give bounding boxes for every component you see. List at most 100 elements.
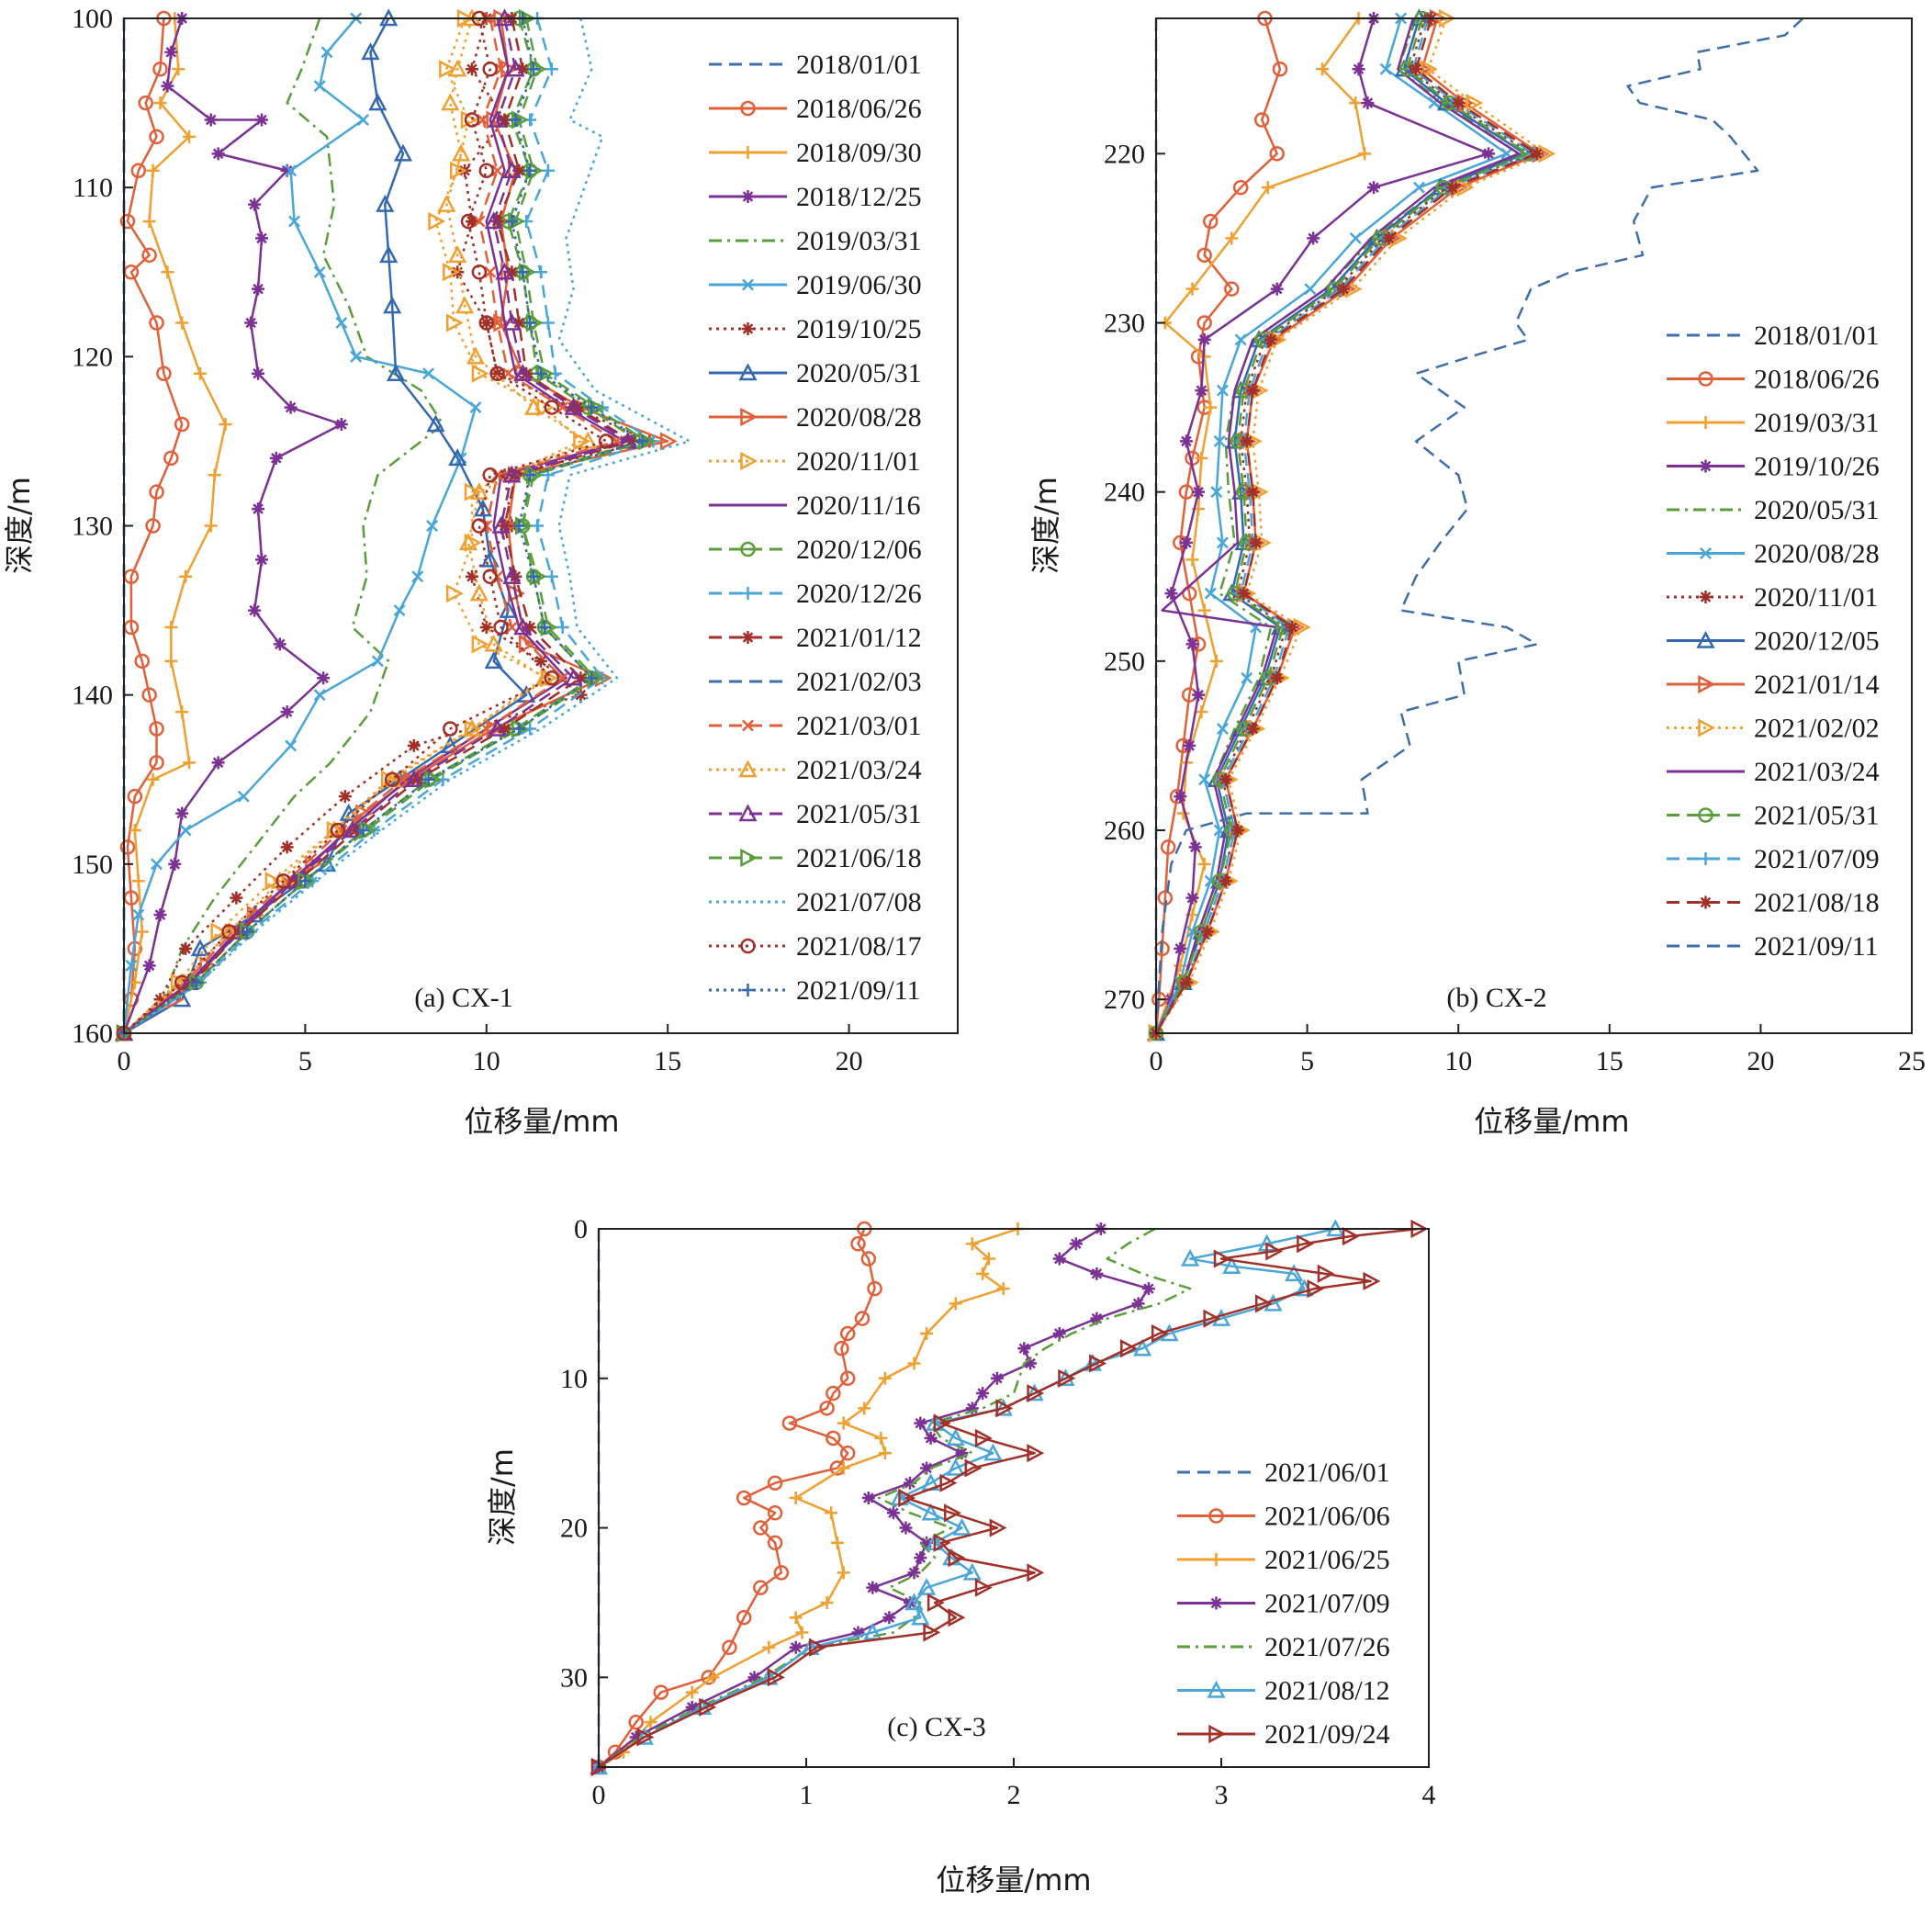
- legend-item: 2021/07/09: [1177, 1589, 1390, 1619]
- y-tick-label: 130: [72, 512, 113, 542]
- data-point: [317, 671, 331, 685]
- data-point: [1213, 434, 1226, 447]
- legend-marker: [1698, 718, 1716, 737]
- legend-marker: [740, 100, 756, 117]
- data-point: [208, 468, 221, 482]
- series-line: [123, 17, 608, 1034]
- legend-item: 2021/06/06: [1177, 1502, 1390, 1532]
- legend-marker: [1696, 630, 1715, 648]
- data-point: [1530, 147, 1544, 161]
- data-point: [466, 346, 486, 365]
- data-point: [585, 671, 599, 685]
- data-point: [502, 161, 522, 178]
- x-tick-label: 0: [118, 1046, 131, 1076]
- data-point: [462, 718, 482, 737]
- data-point: [449, 161, 467, 180]
- x-tick-label: 25: [1898, 1046, 1926, 1076]
- series-layer: [589, 1219, 1429, 1777]
- legend-label: 2021/08/17: [796, 931, 922, 962]
- data-point: [574, 688, 588, 702]
- data-point: [544, 670, 560, 686]
- data-point: [767, 1668, 785, 1687]
- legend-label: 2021/06/18: [796, 843, 922, 873]
- data-point: [753, 1520, 769, 1536]
- series-line: [598, 1228, 876, 1768]
- data-point: [819, 1401, 835, 1416]
- data-point: [142, 959, 156, 973]
- data-point: [161, 79, 174, 93]
- data-point: [1197, 603, 1211, 617]
- data-point: [995, 1399, 1014, 1418]
- data-point: [886, 1506, 900, 1520]
- x-tick-label: 5: [298, 1046, 312, 1076]
- series-2021-03-24: [114, 8, 598, 1041]
- y-tick-label: 100: [72, 4, 113, 34]
- data-point: [1024, 1357, 1038, 1370]
- legend-item: 2021/03/01: [709, 711, 922, 741]
- data-point: [313, 80, 326, 93]
- data-point: [1185, 891, 1199, 905]
- series-line: [123, 17, 655, 1035]
- series-line: [598, 1227, 1336, 1769]
- data-point: [298, 874, 312, 888]
- data-point: [545, 62, 558, 76]
- data-point: [1337, 282, 1351, 296]
- y-tick-label: 220: [1104, 139, 1145, 169]
- data-point: [443, 263, 460, 282]
- data-point: [334, 418, 348, 431]
- data-point: [574, 671, 588, 685]
- y-tick-label: 270: [1104, 985, 1145, 1015]
- legend-label: 2021/07/09: [1754, 844, 1880, 874]
- data-point: [1164, 587, 1178, 601]
- legend-label: 2020/08/28: [796, 402, 922, 433]
- data-point: [1269, 146, 1285, 162]
- data-point: [141, 687, 157, 703]
- data-point: [976, 1267, 990, 1280]
- data-point: [556, 671, 569, 684]
- series-line: [123, 17, 647, 1035]
- data-point: [164, 621, 178, 634]
- data-point: [189, 975, 203, 989]
- data-point: [512, 316, 526, 330]
- legend-label: 2020/11/16: [796, 490, 921, 521]
- legend-marker: [741, 984, 755, 996]
- data-point: [505, 215, 519, 228]
- legend-item: 2021/08/12: [1177, 1676, 1390, 1706]
- legend: 2018/01/01 2018/06/26 2019/03/31 2019/10/26…: [1667, 321, 1880, 962]
- data-point: [948, 1548, 966, 1568]
- series-line: [1154, 17, 1490, 1034]
- data-point: [1246, 722, 1260, 736]
- data-point: [280, 840, 294, 854]
- legend-item: 2020/05/31: [709, 358, 922, 388]
- data-point: [1179, 975, 1193, 989]
- data-point: [422, 367, 435, 380]
- y-tick-label: 230: [1104, 309, 1145, 339]
- data-point: [471, 518, 488, 534]
- data-point: [1195, 451, 1208, 465]
- data-point: [275, 873, 291, 889]
- data-point: [1196, 315, 1212, 331]
- data-point: [128, 824, 141, 837]
- legend-item: 2021/06/25: [1177, 1545, 1390, 1575]
- series-2021-07-08: [123, 17, 691, 1035]
- data-point: [446, 584, 464, 603]
- data-point: [404, 770, 423, 787]
- data-point: [1090, 1312, 1104, 1325]
- data-point: [1141, 1282, 1155, 1296]
- data-point: [502, 465, 522, 483]
- series-line: [122, 17, 184, 1034]
- y-tick-label: 250: [1104, 647, 1145, 677]
- data-point: [460, 110, 478, 129]
- legend-item: 2019/10/25: [709, 314, 922, 344]
- legend-item: 2020/12/06: [709, 535, 922, 565]
- y-tick-label: 30: [560, 1662, 588, 1693]
- data-point: [488, 109, 507, 128]
- data-point: [858, 1402, 871, 1415]
- data-point: [1197, 857, 1211, 871]
- plot-frame: [1155, 17, 1913, 1034]
- y-tick-label: 0: [574, 1214, 588, 1244]
- data-point: [210, 922, 229, 941]
- legend-item: 2021/07/08: [709, 887, 922, 918]
- data-point: [179, 941, 193, 955]
- data-point: [1349, 231, 1362, 244]
